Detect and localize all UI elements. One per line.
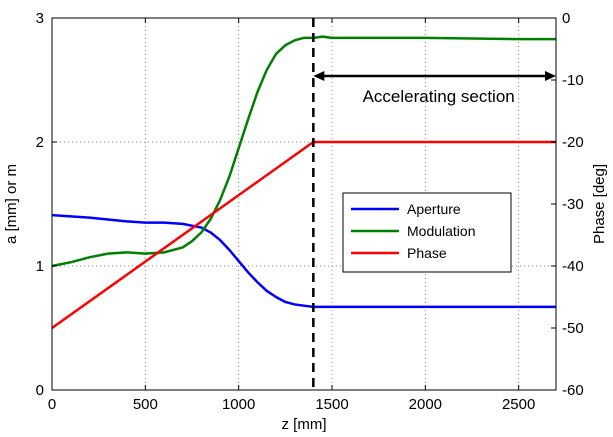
x-tick-label: 1500 bbox=[315, 396, 348, 413]
y-right-tick-label: 0 bbox=[562, 10, 570, 27]
y-left-tick-label: 1 bbox=[36, 258, 44, 275]
legend-label-aperture: Aperture bbox=[407, 201, 461, 217]
y-right-tick-label: -40 bbox=[562, 258, 584, 275]
ticks bbox=[51, 17, 556, 391]
tick-labels: 0 500 1000 1500 2000 2500 0 1 2 3 0 -10 -20 -30 -40 -50… bbox=[36, 10, 584, 413]
y-left-tick-label: 3 bbox=[36, 10, 44, 27]
y-right-tick-label: -10 bbox=[562, 72, 584, 89]
x-axis-label: z [mm] bbox=[282, 416, 327, 433]
y-left-tick-label: 2 bbox=[36, 134, 44, 151]
arrow-head-right bbox=[545, 71, 556, 81]
y-axis-right-label: Phase [deg] bbox=[591, 164, 608, 244]
x-tick-label: 2500 bbox=[502, 396, 535, 413]
legend-box bbox=[342, 192, 512, 273]
series-line-modulation bbox=[51, 35, 556, 268]
x-tick-label: 500 bbox=[133, 396, 158, 413]
series-layer bbox=[51, 35, 556, 330]
y-right-tick-label: -30 bbox=[562, 196, 584, 213]
y-left-tick-label: 0 bbox=[36, 382, 44, 399]
accelerating-section-label: Accelerating section bbox=[363, 87, 515, 106]
y-axis-left-label: a [mm] or m bbox=[3, 164, 20, 244]
x-tick-label: 2000 bbox=[409, 396, 442, 413]
arrow-head-left bbox=[313, 71, 325, 81]
y-right-tick-label: -60 bbox=[562, 382, 584, 399]
series-line-phase bbox=[51, 140, 556, 330]
y-right-tick-label: -50 bbox=[562, 320, 584, 337]
legend-label-phase: Phase bbox=[407, 245, 447, 261]
x-tick-label: 1000 bbox=[222, 396, 255, 413]
legend: Aperture Modulation Phase bbox=[342, 192, 512, 273]
series-line-aperture bbox=[51, 213, 556, 309]
x-tick-label: 0 bbox=[48, 396, 56, 413]
legend-label-modulation: Modulation bbox=[407, 223, 476, 239]
y-right-tick-label: -20 bbox=[562, 134, 584, 151]
annotation: Accelerating section bbox=[313, 71, 556, 106]
